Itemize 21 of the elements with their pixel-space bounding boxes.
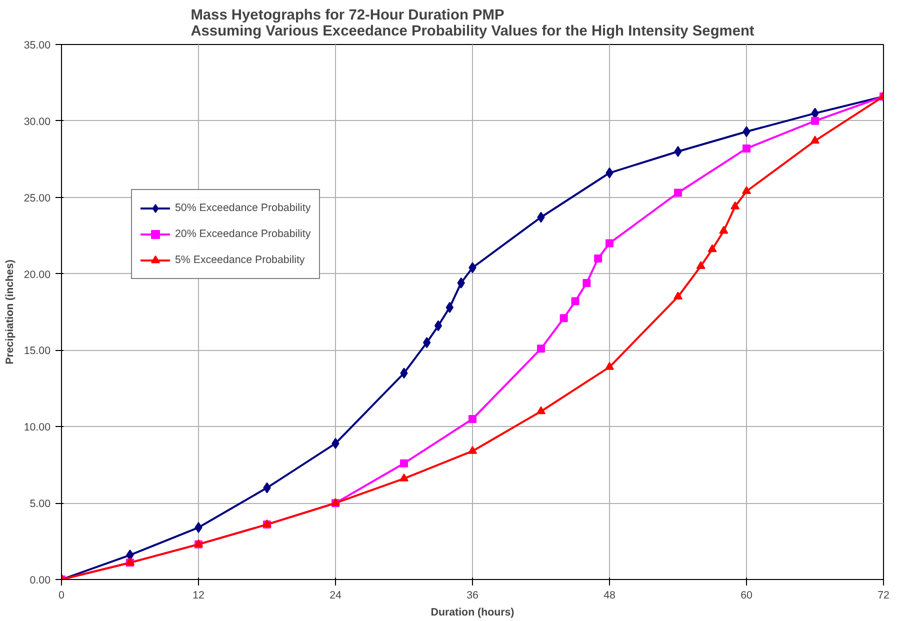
y-axis-title: Precipiation (inches) bbox=[4, 259, 16, 364]
legend-label: 5% Exceedance Probability bbox=[175, 254, 305, 266]
chart-title: Mass Hyetographs for 72-Hour Duration PMP Assuming Various Exceedance Probability Values for the High Intensity Segment bbox=[190, 8, 754, 40]
y-tick-label: 35.00 bbox=[24, 40, 51, 52]
x-tick-label: 36 bbox=[466, 590, 478, 602]
y-tick-label: 0.00 bbox=[30, 574, 51, 586]
x-tick-label: 24 bbox=[330, 590, 342, 602]
y-tick-label: 5.00 bbox=[30, 498, 51, 510]
y-tick-label: 30.00 bbox=[24, 116, 51, 128]
x-tick-label: 72 bbox=[878, 590, 890, 602]
x-axis-title: Duration (hours) bbox=[430, 606, 515, 618]
x-tick-label: 48 bbox=[604, 590, 616, 602]
y-tick-label: 10.00 bbox=[24, 422, 51, 434]
x-tick-label: 12 bbox=[192, 590, 204, 602]
y-tick-label: 25.00 bbox=[24, 192, 51, 204]
x-tick-label: 0 bbox=[58, 590, 65, 602]
legend-label: 50% Exceedance Probability bbox=[175, 202, 311, 214]
y-tick-label: 15.00 bbox=[24, 345, 51, 358]
legend-label: 20% Exceedance Probability bbox=[175, 228, 311, 240]
y-tick-label: 20.00 bbox=[24, 268, 51, 281]
x-tick-label: 60 bbox=[740, 590, 752, 602]
